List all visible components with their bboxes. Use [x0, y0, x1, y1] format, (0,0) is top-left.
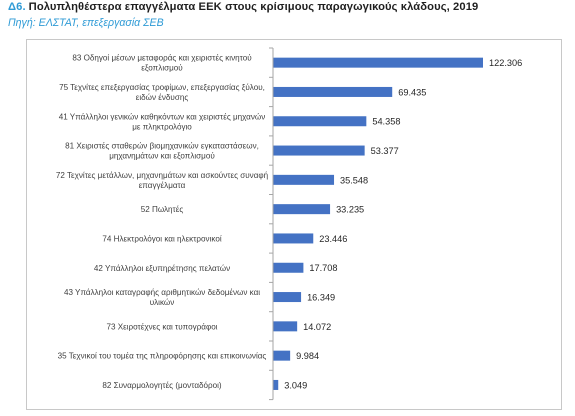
category-label: 83 Οδηγοί μέσων μεταφοράς και χειριστές …: [72, 54, 252, 73]
bar-chart: 122.306 83 Οδηγοί μέσων μεταφοράς και χει…: [56, 47, 522, 401]
data-label: 53.377: [371, 146, 399, 156]
data-label: 54.358: [372, 117, 400, 127]
data-label: 69.435: [398, 87, 426, 97]
chart-source: Πηγή: ΕΛΣΤΑΤ, επεξεργασία ΣΕΒ: [8, 17, 164, 29]
category-label: 75 Τεχνίτες επεξεργασίας τροφίμων, επεξε…: [59, 83, 265, 102]
category-label: 81 Χειριστές σταθερών βιομηχανικών εγκατ…: [65, 142, 259, 161]
data-label: 9.984: [296, 351, 319, 361]
category-label: 52 Πωλητές: [141, 205, 184, 214]
figure-code: Δ6.: [8, 1, 26, 13]
data-label: 3.049: [284, 380, 307, 390]
category-label: 41 Υπάλληλοι γενικών καθηκόντων και χειρ…: [59, 112, 266, 131]
category-label: 42 Υπάλληλοι εξυπηρέτησης πελατών: [94, 264, 230, 273]
bar: [273, 379, 279, 390]
category-label: 35 Τεχνικοί του τομέα της πληροφόρησης κ…: [58, 352, 267, 361]
bar: [273, 321, 298, 332]
data-label: 14.072: [303, 322, 331, 332]
category-label: 74 Ηλεκτρολόγοι και ηλεκτρονικοί: [102, 234, 221, 243]
chart-frame: 122.306 83 Οδηγοί μέσων μεταφοράς και χει…: [26, 39, 562, 410]
category-label: 73 Χειροτέχνες και τυπογράφοι: [106, 322, 217, 331]
bar: [273, 262, 304, 273]
bar: [273, 292, 302, 303]
data-label: 16.349: [307, 292, 335, 302]
category-label: 43 Υπάλληλοι καταγραφής αριθμητικών δεδο…: [64, 288, 260, 307]
data-label: 35.548: [340, 175, 368, 185]
data-label: 17.708: [309, 263, 337, 273]
category-label: 72 Τεχνίτες μετάλλων, μηχανημάτων και ασ…: [56, 171, 268, 190]
data-label: 33.235: [336, 205, 364, 215]
bar: [273, 57, 483, 68]
title-text: Πολυπληθέστερα επαγγέλματα ΕΕΚ στους κρί…: [28, 1, 479, 13]
bar: [273, 145, 365, 156]
data-label: 122.306: [489, 58, 522, 68]
bar: [273, 116, 367, 127]
bar: [273, 350, 291, 361]
category-label: 82 Συναρμολογητές (μονταδόροι): [102, 381, 222, 390]
data-label: 23.446: [319, 234, 347, 244]
bar: [273, 233, 314, 244]
chart-title: Δ6. Πολυπληθέστερα επαγγέλματα ΕΕΚ στους …: [8, 1, 478, 13]
bar: [273, 86, 393, 97]
bar: [273, 174, 335, 185]
bar: [273, 204, 331, 215]
